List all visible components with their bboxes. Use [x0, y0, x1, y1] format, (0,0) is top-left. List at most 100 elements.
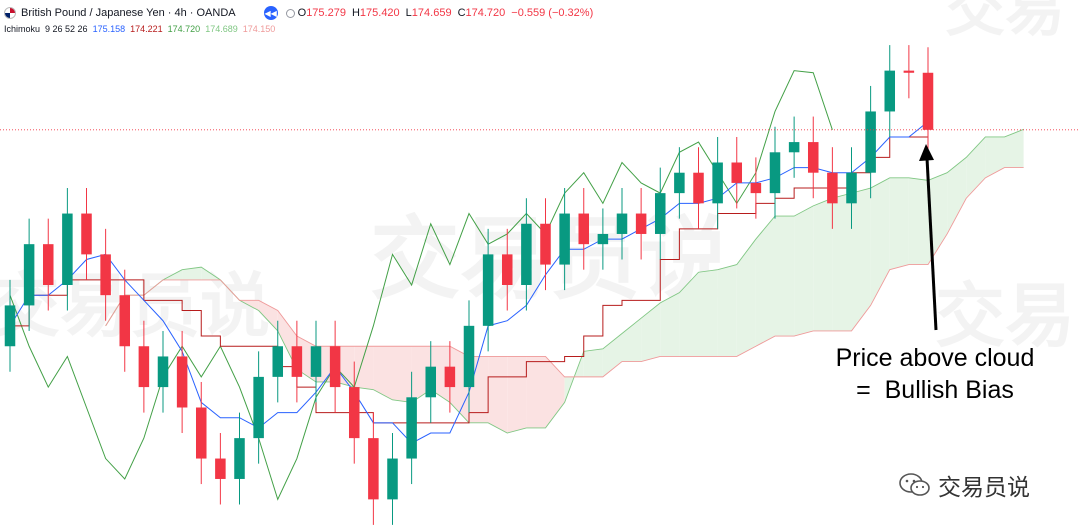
open-label: O — [297, 7, 307, 19]
candle-body — [272, 346, 284, 377]
cloud-segment — [488, 356, 508, 434]
cloud-segment — [947, 157, 967, 234]
cloud-segment — [602, 333, 622, 377]
open-value: 175.279 — [306, 7, 346, 19]
cloud-segment — [832, 193, 852, 331]
cloud-segment — [794, 205, 814, 337]
close-label: C — [457, 7, 466, 19]
candle-body — [521, 223, 532, 285]
cloud-segment — [545, 356, 565, 428]
indicator-legend[interactable]: Ichimoku 9 26 52 26 175.158 174.221 174.720 1… — [4, 24, 280, 34]
cloud-segment — [736, 239, 756, 357]
candle-body — [846, 172, 857, 204]
cloud-segment — [258, 300, 278, 331]
cloud-segment — [717, 264, 737, 357]
cloud-segment — [813, 198, 833, 331]
candle-body — [597, 233, 609, 245]
candle-body — [215, 458, 226, 479]
indicator-params: 9 26 52 26 — [45, 24, 88, 34]
candle-body — [578, 213, 590, 245]
annotation-line-1: Price above cloud — [835, 344, 1035, 372]
cloud-segment — [182, 267, 202, 280]
watermark-logo: 交易员说 — [898, 468, 1030, 502]
cloud-segment — [1004, 129, 1024, 168]
candle-body — [865, 111, 876, 173]
cloud-segment — [526, 356, 546, 428]
candle-body — [138, 346, 150, 388]
indicator-name: Ichimoku — [4, 24, 41, 34]
cloud-segment — [851, 188, 871, 331]
logo-text: 交易员说 — [938, 474, 1030, 500]
lagging-value: 174.720 — [167, 24, 201, 34]
lead-a-value: 174.689 — [205, 24, 238, 34]
rewind-icon[interactable]: ◀◀ — [263, 6, 278, 20]
cloud-segment — [755, 216, 775, 347]
wechat-icon — [899, 473, 930, 496]
candle-body — [253, 376, 264, 439]
symbol-title[interactable]: British Pound / Japanese Yen · 4h · OAND… — [21, 7, 236, 19]
candle-body — [81, 213, 92, 255]
candle-body — [482, 254, 494, 326]
lagging-span-line — [9, 70, 833, 501]
candle-body — [501, 254, 513, 285]
background-watermark: 交易 — [935, 275, 1075, 357]
candle-body — [234, 438, 245, 479]
candle-body — [712, 162, 723, 204]
candle-body — [788, 142, 800, 153]
cloud-segment — [583, 348, 603, 377]
annotation-line-2: = Bullish Bias — [856, 376, 1014, 404]
candle-body — [100, 254, 111, 296]
candle-body — [654, 193, 666, 234]
cloud-segment — [908, 177, 928, 265]
annotation-arrow-shaft — [925, 157, 938, 331]
market-status-icon — [285, 8, 295, 18]
candle-body — [23, 244, 35, 306]
cloud-segment — [966, 136, 986, 199]
base-value: 174.221 — [130, 24, 163, 34]
cloud-segment — [373, 346, 393, 400]
candle-body — [693, 172, 704, 204]
candle-body — [922, 72, 934, 130]
candle-body — [157, 356, 169, 388]
candle-body — [195, 407, 207, 459]
candle-body — [4, 305, 16, 347]
cloud-segment — [870, 177, 890, 306]
conversion-value: 175.158 — [92, 24, 126, 34]
candle-body — [807, 142, 819, 173]
cloud-segment — [679, 272, 699, 357]
change-value: −0.559 (−0.32%) — [511, 7, 594, 19]
candle-body — [559, 213, 570, 265]
candle-body — [176, 356, 188, 408]
candle-body — [42, 244, 54, 285]
candle-body — [674, 172, 685, 194]
cloud-segment — [889, 177, 909, 270]
background-watermark: 交易员说 — [0, 265, 270, 347]
close-value: 174.720 — [465, 7, 506, 19]
candle-body — [769, 152, 781, 194]
candle-body — [310, 346, 322, 377]
cloud-segment — [392, 346, 412, 403]
cloud-segment — [985, 136, 1005, 178]
cloud-segment — [622, 318, 642, 362]
leading-span-b-line — [105, 167, 1024, 378]
pair-flag-icon — [4, 7, 16, 19]
candle-body — [368, 438, 379, 500]
candle-body — [425, 366, 437, 398]
candle-body — [387, 458, 398, 500]
cloud-segment — [698, 269, 718, 357]
candle-body — [635, 213, 647, 234]
candle-body — [406, 397, 417, 459]
background-watermark: 交易 — [945, 0, 1065, 45]
low-value: 174.659 — [411, 7, 452, 19]
annotation-text: Price above cloud = Bullish Bias — [800, 342, 1070, 406]
candle-body — [750, 182, 762, 194]
candle-body — [444, 366, 456, 388]
lead-b-value: 174.150 — [242, 24, 276, 34]
candle-body — [827, 172, 838, 204]
cloud-segment — [507, 356, 527, 434]
candle-body — [884, 70, 896, 112]
annotation-arrow-head — [919, 144, 934, 161]
candle-body — [291, 346, 303, 377]
candle-body — [348, 387, 360, 439]
